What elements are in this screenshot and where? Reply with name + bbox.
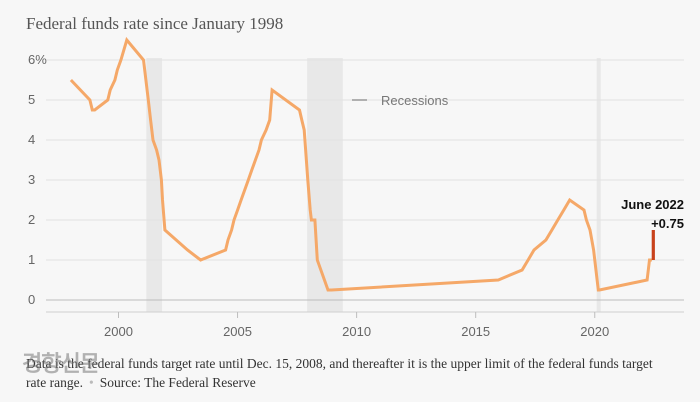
x-axis-ticks: 2000 2005 2010 2015 2020 (104, 312, 609, 339)
recession-bands (146, 58, 601, 312)
x-tick-label: 2020 (580, 324, 609, 339)
legend-recession-label: Recessions (381, 93, 449, 108)
rate-series-line (69, 36, 652, 292)
annotation-line2: +0.75 (651, 216, 684, 231)
y-tick-label: 1 (28, 252, 35, 267)
footnote: Data is the federal funds target rate un… (26, 354, 676, 392)
source-text: Source: The Federal Reserve (99, 375, 256, 390)
chart-title: Federal funds rate since January 1998 (26, 14, 284, 33)
y-tick-label: 2 (28, 212, 35, 227)
x-tick-label: 2005 (223, 324, 252, 339)
legend: Recessions (352, 93, 449, 108)
x-tick-label: 2000 (104, 324, 133, 339)
recession-band (307, 58, 343, 312)
y-tick-label: 3 (28, 172, 35, 187)
y-tick-label: 6% (28, 52, 47, 67)
footnote-separator: • (88, 375, 94, 390)
y-tick-label: 4 (28, 132, 35, 147)
footnote-text: Data is the federal funds target rate un… (26, 356, 653, 390)
y-axis-ticks: 0 1 2 3 4 5 6% (28, 52, 47, 307)
recession-band (596, 58, 601, 312)
annotation: June 2022 +0.75 (621, 197, 684, 231)
x-tick-label: 2015 (461, 324, 490, 339)
series-layer (69, 36, 655, 292)
y-tick-label: 0 (28, 292, 35, 307)
y-tick-label: 5 (28, 92, 35, 107)
x-tick-label: 2010 (342, 324, 371, 339)
gridlines (46, 59, 684, 313)
annotation-line1: June 2022 (621, 197, 684, 212)
